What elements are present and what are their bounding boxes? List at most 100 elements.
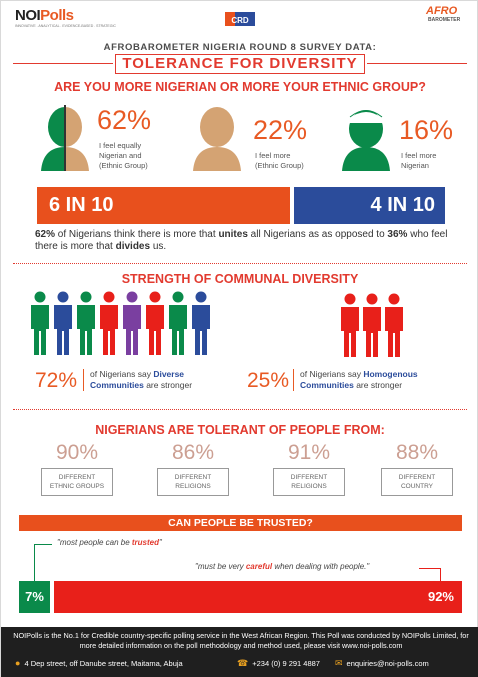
noipolls-tagline: INNOVATIVE . ANALYTICAL . EVIDENCE-BASED… (15, 24, 116, 28)
homogenous-text-c: are stronger (353, 380, 403, 390)
trust-heading-bar: CAN PEOPLE BE TRUSTED? (19, 515, 462, 531)
diverse-person-figure (77, 291, 95, 355)
diverse-person-figure (146, 291, 164, 355)
title-rule-right (367, 63, 467, 64)
diverse-person-figure (169, 291, 187, 355)
diverse-person-figure (54, 291, 72, 355)
trusted-connector (34, 544, 52, 581)
footer-phone: ☎ +234 (0) 9 291 4887 (237, 658, 320, 669)
tolerance-label-line2: RELIGIONS (291, 483, 327, 490)
section-divider-1 (13, 263, 467, 264)
summary-pct-divides: 36% (387, 229, 408, 240)
tolerance-label-box: DIFFERENT ETHNIC GROUPS (41, 468, 113, 496)
summary-text-b: all Nigerians as as opposed to (247, 229, 388, 240)
tolerance-pct: 90% (55, 441, 99, 464)
section3-heading: NIGERIANS ARE TOLERANT OF PEOPLE FROM: (95, 423, 385, 437)
footer-email-text[interactable]: enquiries@noi-polls.com (346, 659, 429, 668)
diverse-text-b: Diverse Communities (90, 369, 185, 390)
summary-text-d: us. (150, 241, 167, 252)
ethnic-group-head-icon (193, 107, 241, 171)
tolerance-label-box: DIFFERENT RELIGIONS (157, 468, 229, 496)
desc-homogenous-stronger: of Nigerians say Homogenous Communities … (293, 369, 443, 391)
tolerance-pct: 86% (171, 441, 215, 464)
desc-equally-nigerian: I feel equally Nigerian and (Ethnic Grou… (99, 141, 148, 170)
summary-text-c: who feel there is more that (35, 229, 448, 252)
diverse-person-figure (192, 291, 210, 355)
footer-phone-text: +234 (0) 9 291 4887 (252, 659, 320, 668)
page-title: TOLERANCE FOR DIVERSITY (115, 54, 365, 74)
tolerance-label-box: DIFFERENT COUNTRY (381, 468, 453, 496)
header: NOIPolls INNOVATIVE . ANALYTICAL . EVIDE… (1, 1, 478, 35)
afrobarometer-logo: AFRO (426, 5, 458, 17)
summary-unites: unites (218, 229, 248, 240)
desc-more-nigerian: I feel more Nigerian (401, 151, 437, 170)
six-in-ten-bar: 6 IN 10 (37, 187, 290, 224)
nigerian-head-icon (342, 110, 390, 171)
section1-heading: ARE YOU MORE NIGERIAN OR MORE YOUR ETHNI… (54, 80, 426, 94)
footer-address-text: 4 Dep street, off Danube street, Maitama… (24, 658, 183, 668)
tolerance-label-line2: RELIGIONS (175, 483, 211, 490)
pct-more-nigerian: 16% (399, 115, 454, 145)
quote-careful-b: careful (245, 562, 273, 571)
careful-connector (419, 568, 441, 581)
homogenous-person-figure (385, 293, 403, 357)
tolerance-religions-a: 86% DIFFERENT RELIGIONS (157, 441, 229, 496)
careful-pct-bar: 92% (54, 581, 462, 613)
diverse-people-icon (31, 291, 210, 355)
tolerance-label-line1: DIFFERENT (58, 474, 96, 481)
quote-trusted: "most people can be trusted" (57, 538, 162, 547)
homogenous-person-figure (363, 293, 381, 357)
pct-equally-nigerian: 62% (97, 105, 152, 135)
tolerance-pct: 91% (287, 441, 331, 464)
homogenous-person-figure (341, 293, 359, 357)
afrobarometer-logo-sub: BAROMETER (428, 17, 461, 23)
supertitle: AFROBAROMETER NIGERIA ROUND 8 SURVEY DAT… (103, 42, 377, 53)
tolerance-label-line1: DIFFERENT (174, 474, 212, 481)
tolerance-country: 88% DIFFERENT COUNTRY (381, 441, 453, 496)
quote-careful: "must be very careful when dealing with … (195, 562, 369, 571)
quote-careful-a: "must be very (195, 562, 246, 571)
half-nigerian-head-icon (41, 105, 89, 171)
summary-text-a: of Nigerians think there is more that (55, 229, 219, 240)
noipolls-logo: NOIPolls (15, 7, 74, 24)
tolerance-label-line1: DIFFERENT (398, 474, 436, 481)
crd-logo: CRD (225, 12, 255, 26)
quote-trusted-a: "most people can be (57, 538, 132, 547)
footer-disclaimer: NOIPolls is the No.1 for Credible countr… (13, 631, 469, 650)
tolerance-religions-b: 91% DIFFERENT RELIGIONS (273, 441, 345, 496)
diverse-text-c: are stronger (143, 380, 193, 390)
footer: NOIPolls is the No.1 for Credible countr… (1, 627, 478, 677)
diverse-person-figure (123, 291, 141, 355)
four-in-ten-bar: 4 IN 10 (294, 187, 445, 224)
tolerance-label-line2: ETHNIC GROUPS (49, 483, 105, 490)
diverse-person-figure (100, 291, 118, 355)
tolerance-ethnic-groups: 90% DIFFERENT ETHNIC GROUPS (41, 441, 113, 496)
unites-divides-summary: 62% of Nigerians think there is more tha… (35, 229, 455, 253)
desc-diverse-stronger: of Nigerians say Diverse Communities are… (83, 369, 223, 391)
title-rule-left (13, 63, 113, 64)
summary-pct-unites: 62% (35, 229, 56, 240)
phone-icon: ☎ (237, 658, 249, 668)
homogenous-text-a: of Nigerians say (300, 369, 364, 379)
footer-email[interactable]: ✉ enquiries@noi-polls.com (335, 658, 429, 669)
noipolls-logo-polls: Polls (40, 7, 74, 24)
diverse-text-a: of Nigerians say (90, 369, 154, 379)
tolerance-pct: 88% (395, 441, 439, 464)
noipolls-logo-noi: NOI (15, 7, 41, 24)
tolerance-label-line2: COUNTRY (400, 483, 434, 490)
crd-logo-text: CRD (231, 16, 249, 25)
tolerance-label-line1: DIFFERENT (290, 474, 328, 481)
pct-diverse-stronger: 72% (35, 369, 78, 392)
homogenous-people-icon (341, 293, 403, 357)
location-pin-icon: ● (15, 658, 21, 668)
quote-trusted-b: trusted (131, 538, 160, 547)
pct-more-ethnic: 22% (253, 115, 308, 145)
section-divider-2 (13, 409, 467, 410)
pct-homogenous-stronger: 25% (247, 369, 290, 392)
quote-careful-c: when dealing with people." (272, 562, 370, 571)
diverse-person-figure (31, 291, 49, 355)
trusted-pct-bar: 7% (19, 581, 50, 613)
summary-divides: divides (115, 241, 151, 252)
email-icon: ✉ (335, 658, 343, 668)
